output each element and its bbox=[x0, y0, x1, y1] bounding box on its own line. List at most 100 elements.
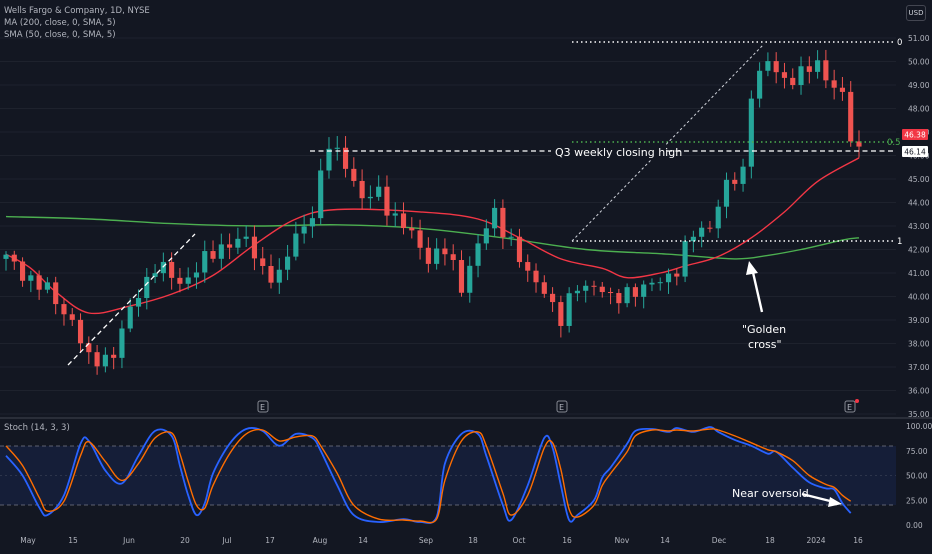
candle-body bbox=[409, 228, 415, 231]
candle-body bbox=[483, 228, 489, 244]
price-tick-label: 48.00 bbox=[908, 105, 930, 114]
candle-body bbox=[508, 236, 514, 238]
currency-button[interactable]: USD bbox=[906, 5, 926, 21]
time-tick-label: Oct bbox=[513, 536, 526, 545]
candle-body bbox=[467, 265, 473, 293]
uptrend-line[interactable] bbox=[67, 233, 196, 366]
candle-body bbox=[400, 213, 407, 229]
candle-body bbox=[309, 218, 315, 227]
candle-body bbox=[566, 293, 572, 326]
candle-body bbox=[790, 77, 796, 86]
candle-body bbox=[11, 254, 17, 262]
candle-body bbox=[36, 275, 42, 290]
candle-body bbox=[276, 269, 282, 283]
candle-body bbox=[574, 290, 580, 294]
candle-body bbox=[839, 87, 846, 92]
candle-body bbox=[218, 244, 224, 259]
time-tick-label: 20 bbox=[180, 536, 190, 545]
candle-body bbox=[848, 91, 854, 142]
candle-body bbox=[558, 302, 564, 326]
candle-body bbox=[492, 207, 498, 229]
legend-sma50[interactable]: SMA (50, close, 0, SMA, 5) bbox=[4, 30, 116, 40]
candle-body bbox=[757, 70, 763, 99]
candle-body bbox=[690, 236, 696, 242]
fib-label-0: 0 bbox=[897, 38, 902, 48]
candle-body bbox=[723, 179, 730, 207]
time-axis[interactable]: May 15 Jun 20 Jul 17 Aug 14 Sep 18 Oct 16 Nov 14 Dec 18… bbox=[20, 536, 863, 545]
candle-body bbox=[193, 272, 200, 278]
stoch-tick-label: 75.00 bbox=[906, 447, 928, 456]
ma200-path bbox=[5, 215, 860, 260]
earnings-marker[interactable]: E bbox=[556, 400, 568, 413]
time-tick-label: Jul bbox=[221, 536, 231, 545]
price-tick-label: 44.00 bbox=[908, 199, 930, 208]
candle-body bbox=[773, 61, 779, 73]
candle-body bbox=[674, 273, 680, 277]
price-axis[interactable]: 35.00 36.00 37.00 38.00 39.00 40.00 41.00 42.00… bbox=[908, 34, 930, 419]
stoch-axis[interactable]: 0.00 25.00 50.00 75.00 100.00 bbox=[906, 422, 932, 530]
candle-body bbox=[53, 282, 59, 305]
candle-body bbox=[28, 275, 34, 281]
candle-body bbox=[740, 166, 746, 184]
sma50-path bbox=[5, 157, 860, 315]
candle-body bbox=[765, 61, 771, 71]
stoch-tick-label: 25.00 bbox=[906, 496, 928, 505]
candle-body bbox=[301, 226, 307, 234]
svg-text:E: E bbox=[559, 403, 564, 412]
candle-body bbox=[326, 148, 332, 171]
svg-text:E: E bbox=[847, 403, 852, 412]
svg-text:46.38: 46.38 bbox=[904, 131, 926, 140]
candle-body bbox=[334, 147, 340, 149]
candle-body bbox=[798, 66, 804, 86]
price-tick-label: 51.00 bbox=[908, 34, 930, 43]
candle-body bbox=[44, 282, 50, 290]
time-tick-label: Dec bbox=[712, 536, 727, 545]
candle-body bbox=[342, 147, 349, 169]
candle-body bbox=[624, 287, 630, 304]
fib-diagonal bbox=[571, 43, 765, 242]
svg-text:E: E bbox=[260, 403, 265, 412]
candle-body bbox=[243, 236, 249, 239]
candle-body bbox=[434, 248, 440, 264]
candle-body bbox=[293, 233, 299, 257]
stoch-d-line bbox=[5, 428, 852, 524]
fib-retracement[interactable]: 0 0.5 1 bbox=[571, 38, 902, 247]
candle-body bbox=[177, 277, 183, 284]
time-tick-label: May bbox=[20, 536, 36, 545]
candle-body bbox=[583, 285, 589, 291]
time-tick-label: 18 bbox=[765, 536, 775, 545]
earnings-marker[interactable]: E bbox=[257, 400, 269, 413]
candle-body bbox=[516, 236, 523, 263]
price-tick-label: 43.00 bbox=[908, 222, 930, 231]
candle-body bbox=[665, 273, 672, 283]
time-tick-label: 15 bbox=[68, 536, 78, 545]
price-tick-label: 40.00 bbox=[908, 293, 930, 302]
golden-cross-label-1: "Golden bbox=[742, 323, 786, 336]
legend-stoch[interactable]: Stoch (14, 3, 3) bbox=[4, 423, 70, 433]
time-tick-label: 14 bbox=[660, 536, 670, 545]
price-tick-label: 36.00 bbox=[908, 387, 930, 396]
candle-body bbox=[632, 287, 638, 297]
candle-body bbox=[781, 72, 788, 78]
golden-cross-arrow bbox=[750, 267, 764, 313]
price-tick-label: 41.00 bbox=[908, 269, 930, 278]
price-tick-label: 45.00 bbox=[908, 175, 930, 184]
candle-body bbox=[94, 352, 100, 367]
golden-cross-arrowhead bbox=[746, 261, 758, 275]
candle-body bbox=[533, 270, 539, 283]
legend-ma200[interactable]: MA (200, close, 0, SMA, 5) bbox=[4, 18, 116, 28]
candle-body bbox=[442, 248, 448, 255]
candle-body bbox=[417, 230, 423, 248]
legend-symbol[interactable]: Wells Fargo & Company, 1D, NYSE bbox=[4, 6, 150, 16]
time-tick-label: 18 bbox=[468, 536, 478, 545]
svg-text:46.14: 46.14 bbox=[904, 148, 926, 157]
candle-body bbox=[475, 243, 481, 266]
earnings-marker[interactable]: E bbox=[844, 399, 859, 413]
candle-body bbox=[86, 343, 92, 353]
time-tick-label: Nov bbox=[615, 536, 630, 545]
candle-body bbox=[699, 227, 705, 237]
candle-body bbox=[732, 179, 738, 184]
price-tick-label: 38.00 bbox=[908, 340, 930, 349]
stoch-tick-label: 100.00 bbox=[906, 422, 932, 431]
